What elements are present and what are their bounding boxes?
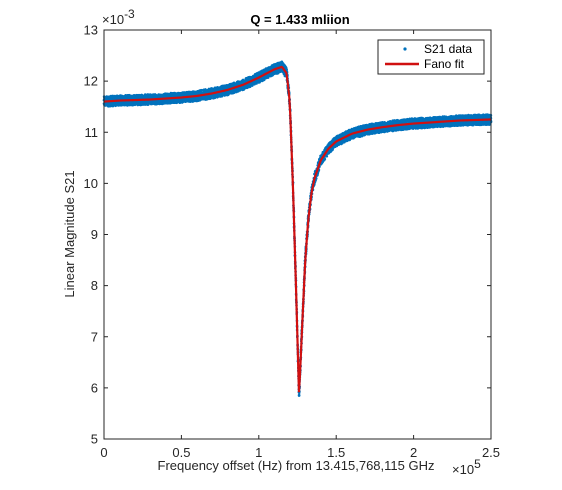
data-point	[209, 96, 213, 100]
data-layer	[102, 60, 493, 397]
data-point	[323, 157, 327, 161]
data-point	[325, 154, 329, 158]
